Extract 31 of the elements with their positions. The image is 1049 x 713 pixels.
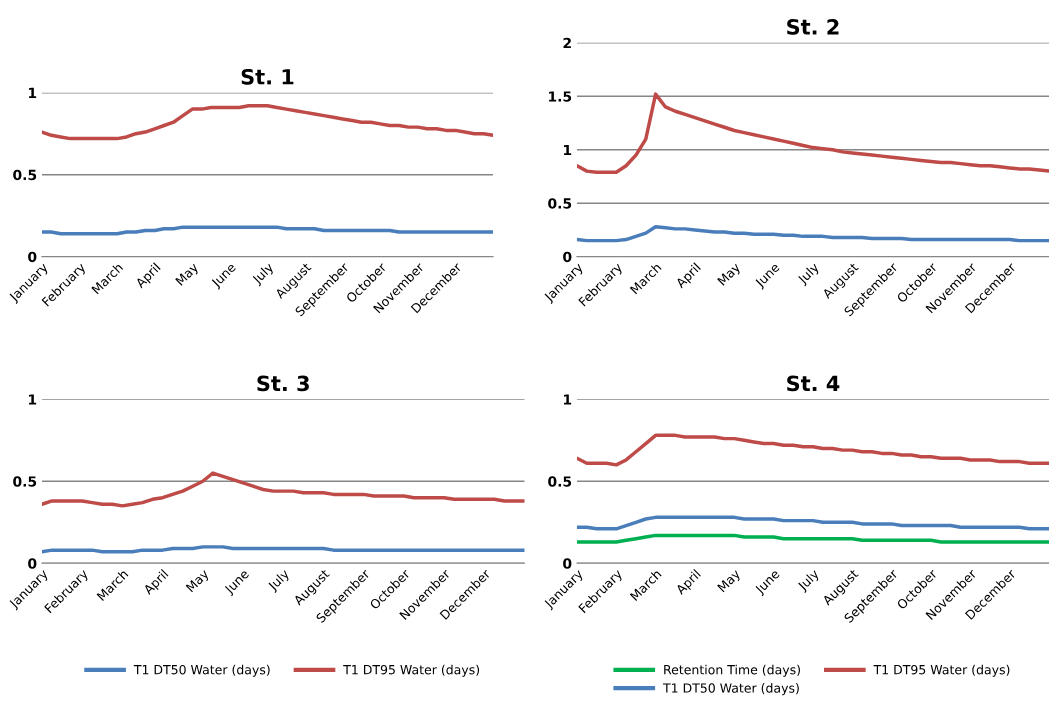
line-series [576,92,1049,174]
y-tick-label: 0.5 [13,169,37,181]
line-series [41,104,494,141]
y-tick-label: 0 [28,558,37,569]
line-series [576,533,1049,544]
chart-title: St. 2 [787,18,839,35]
chart-title: St. 1 [241,68,294,85]
y-tick-label: 1.5 [549,91,572,102]
y-tick-label: 0.5 [13,476,37,487]
y-tick-label: 1 [29,87,37,98]
y-tick-label: 0 [28,251,37,263]
y-tick-label: 0 [563,558,572,569]
legend-label: T1 DT95 Water (days) [343,664,480,677]
chart-title: St. 4 [787,375,840,392]
y-tick-label: 1 [29,394,37,405]
line-series [576,515,1049,531]
y-tick-label: 0.5 [548,198,572,209]
legend-label: T1 DT50 Water (days) [133,664,270,677]
y-tick-label: 2 [563,37,571,49]
legend-label: T1 DT50 Water (days) [662,683,799,696]
y-tick-label: 0.5 [548,476,572,487]
y-tick-label: 0 [563,251,572,263]
y-tick-label: 1 [563,394,572,405]
line-series [41,471,525,508]
legend-label: Retention Time (days) [664,664,800,677]
legend-label: T1 DT95 Water (days) [873,664,1010,677]
chart-title: St. 3 [257,375,309,392]
line-series [576,433,1049,467]
line-series [576,224,1049,243]
line-series [41,225,494,236]
y-tick-label: 1 [563,144,572,156]
